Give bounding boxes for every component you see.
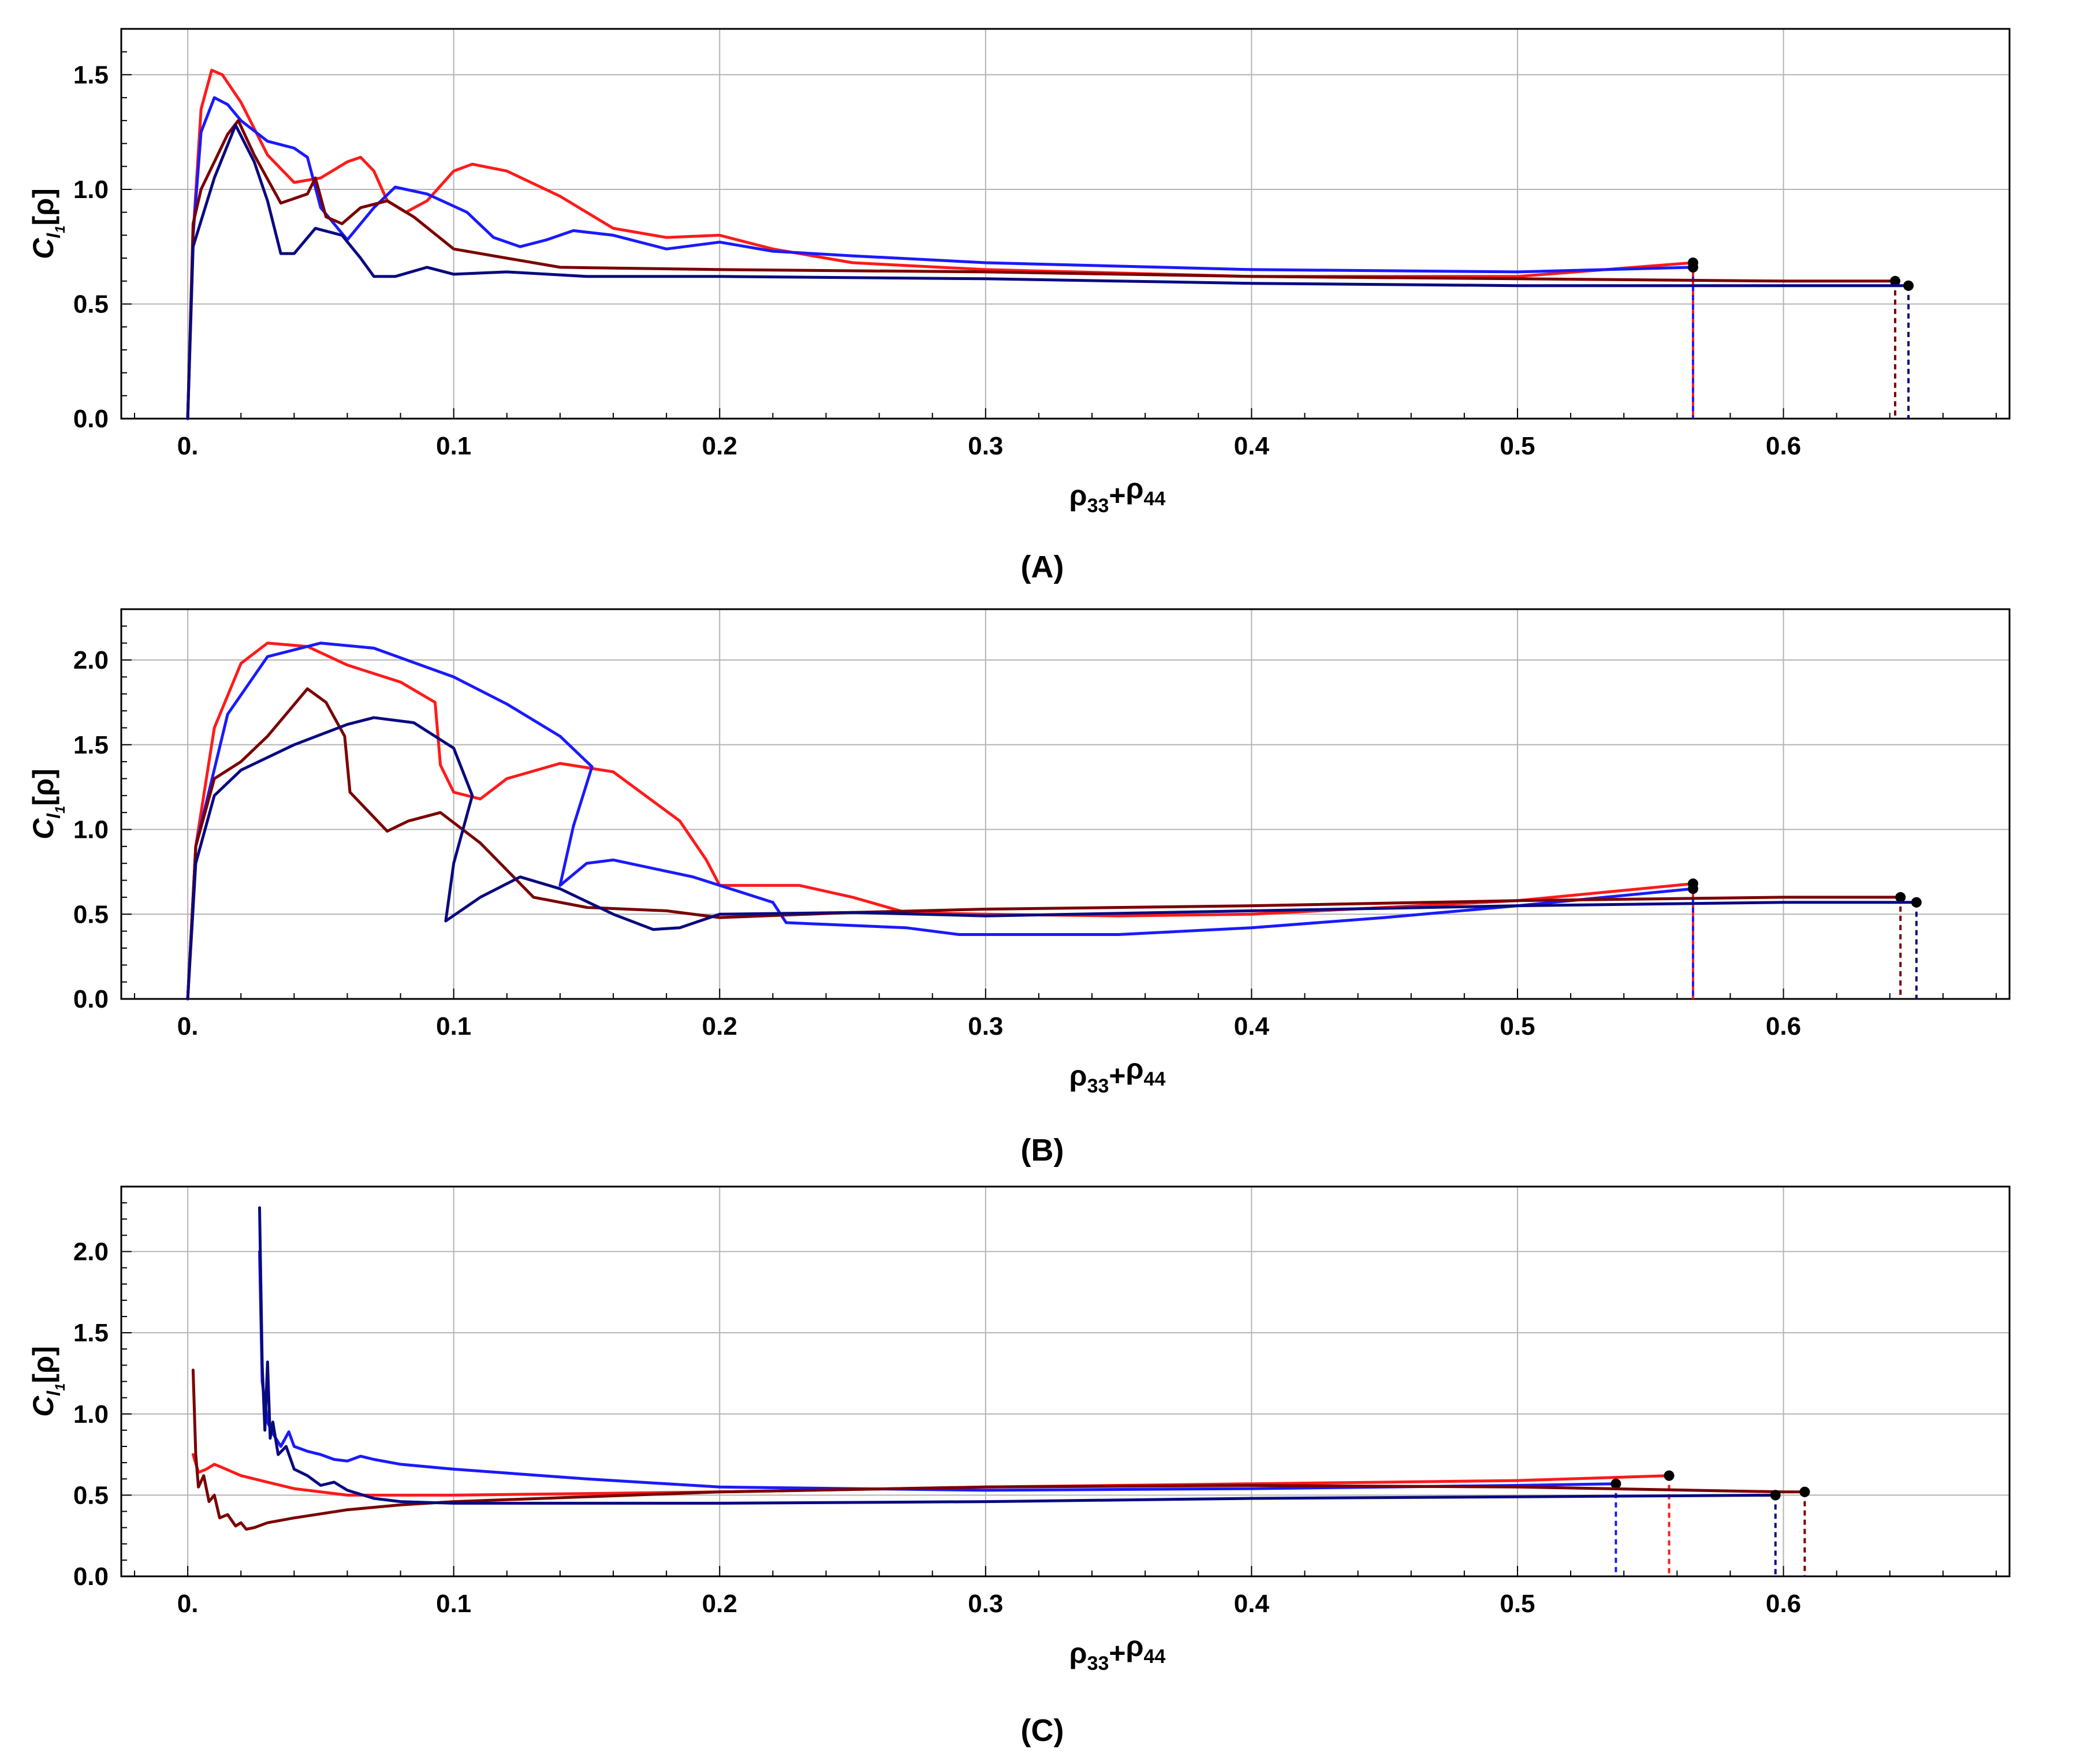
y-axis-label-B: Cl1[ρ] xyxy=(27,769,68,840)
x-axis-label-C: ρ33+ρ44 xyxy=(1069,1630,1166,1675)
x-tick-label-A-6: 0.6 xyxy=(1766,432,1801,460)
y-tick-label-B-1: 0.5 xyxy=(73,900,109,928)
x-tick-label-C-0: 0. xyxy=(177,1590,199,1618)
panel-A: 0. 0.1 0.2 0.3 0.4 0.5 0.6 0.0 0.5 1.0 1.5 ρ33+ρ44 C… xyxy=(27,28,2011,517)
x-axis-label-B: ρ33+ρ44 xyxy=(1069,1053,1166,1097)
series-line-A-red xyxy=(186,69,1695,420)
y-tick-label-B-0: 0.0 xyxy=(73,985,109,1013)
end-point-A-darkred xyxy=(1889,275,1900,286)
end-point-C-red xyxy=(1664,1470,1675,1481)
x-tick-label-A-2: 0.2 xyxy=(702,432,737,460)
y-tick-label-A-1: 0.5 xyxy=(73,290,109,318)
y-tick-label-A-0: 0.0 xyxy=(73,405,109,433)
x-tick-label-A-4: 0.4 xyxy=(1234,432,1270,460)
series-line-B-blue xyxy=(186,642,1695,1001)
series-line-B-darkred xyxy=(186,687,1902,1001)
end-point-C-darkred xyxy=(1799,1486,1810,1497)
end-point-B-darkred xyxy=(1895,892,1906,902)
y-tick-label-C-0: 0.0 xyxy=(73,1562,109,1591)
end-point-C-blue xyxy=(1610,1478,1621,1489)
x-tick-label-C-5: 0.5 xyxy=(1500,1590,1535,1618)
y-tick-label-C-2: 1.0 xyxy=(73,1400,109,1429)
plot-frame-B xyxy=(120,608,2011,1000)
x-tick-label-C-2: 0.2 xyxy=(702,1590,737,1618)
plot-frame-C xyxy=(120,1185,2011,1577)
plot-frame-A xyxy=(120,28,2011,420)
end-point-C-navy xyxy=(1770,1490,1781,1501)
x-axis-label-A: ρ33+ρ44 xyxy=(1069,472,1166,517)
y-tick-label-C-4: 2.0 xyxy=(73,1238,109,1266)
x-tick-label-B-0: 0. xyxy=(177,1012,199,1041)
y-axis-label-C: Cl1[ρ] xyxy=(27,1346,68,1417)
series-line-C-navy xyxy=(258,1206,1777,1505)
y-tick-label-B-2: 1.0 xyxy=(73,816,109,844)
series-line-C-blue xyxy=(258,1250,1617,1492)
x-tick-label-A-3: 0.3 xyxy=(968,432,1003,460)
x-tick-label-C-3: 0.3 xyxy=(968,1590,1003,1618)
end-point-A-navy xyxy=(1903,280,1914,291)
series-line-A-darkred xyxy=(186,119,1897,420)
panel-C: 0. 0.1 0.2 0.3 0.4 0.5 0.6 0.0 0.5 1.0 1.5 2.0 ρ33+ρ… xyxy=(27,1185,2011,1675)
x-tick-label-B-4: 0.4 xyxy=(1234,1012,1270,1041)
y-tick-label-A-3: 1.5 xyxy=(73,61,109,89)
end-point-B-blue xyxy=(1687,883,1698,894)
x-tick-label-B-2: 0.2 xyxy=(702,1012,737,1041)
x-tick-label-C-6: 0.6 xyxy=(1766,1590,1801,1618)
y-tick-label-A-2: 1.0 xyxy=(73,176,109,204)
x-tick-label-B-3: 0.3 xyxy=(968,1012,1003,1041)
x-tick-label-A-1: 0.1 xyxy=(436,432,471,460)
x-tick-label-C-4: 0.4 xyxy=(1234,1590,1270,1618)
series-line-B-red xyxy=(186,642,1695,1001)
panel-B: 0. 0.1 0.2 0.3 0.4 0.5 0.6 0.0 0.5 1.0 1.5 2.0 ρ33+ρ… xyxy=(27,608,2011,1097)
caption-B: (B) xyxy=(1021,1133,1064,1168)
x-tick-label-B-6: 0.6 xyxy=(1766,1012,1801,1041)
y-tick-label-C-1: 0.5 xyxy=(73,1481,109,1509)
x-tick-label-A-5: 0.5 xyxy=(1500,432,1535,460)
end-point-B-navy xyxy=(1911,897,1922,908)
x-tick-label-B-5: 0.5 xyxy=(1500,1012,1535,1041)
y-tick-label-B-4: 2.0 xyxy=(73,646,109,674)
x-tick-label-A-0: 0. xyxy=(177,432,199,460)
series-line-C-darkred xyxy=(191,1368,1806,1531)
series-line-B-navy xyxy=(186,716,1918,1001)
y-tick-label-B-3: 1.5 xyxy=(73,731,109,759)
x-tick-label-C-1: 0.1 xyxy=(436,1590,471,1618)
caption-C: (C) xyxy=(1021,1713,1064,1748)
caption-A: (A) xyxy=(1021,550,1064,584)
series-line-A-blue xyxy=(186,96,1695,420)
series-line-A-navy xyxy=(186,124,1910,420)
end-point-A-blue xyxy=(1687,262,1698,273)
x-tick-label-B-1: 0.1 xyxy=(436,1012,471,1041)
y-axis-label-A: Cl1[ρ] xyxy=(27,188,68,259)
y-tick-label-C-3: 1.5 xyxy=(73,1319,109,1347)
